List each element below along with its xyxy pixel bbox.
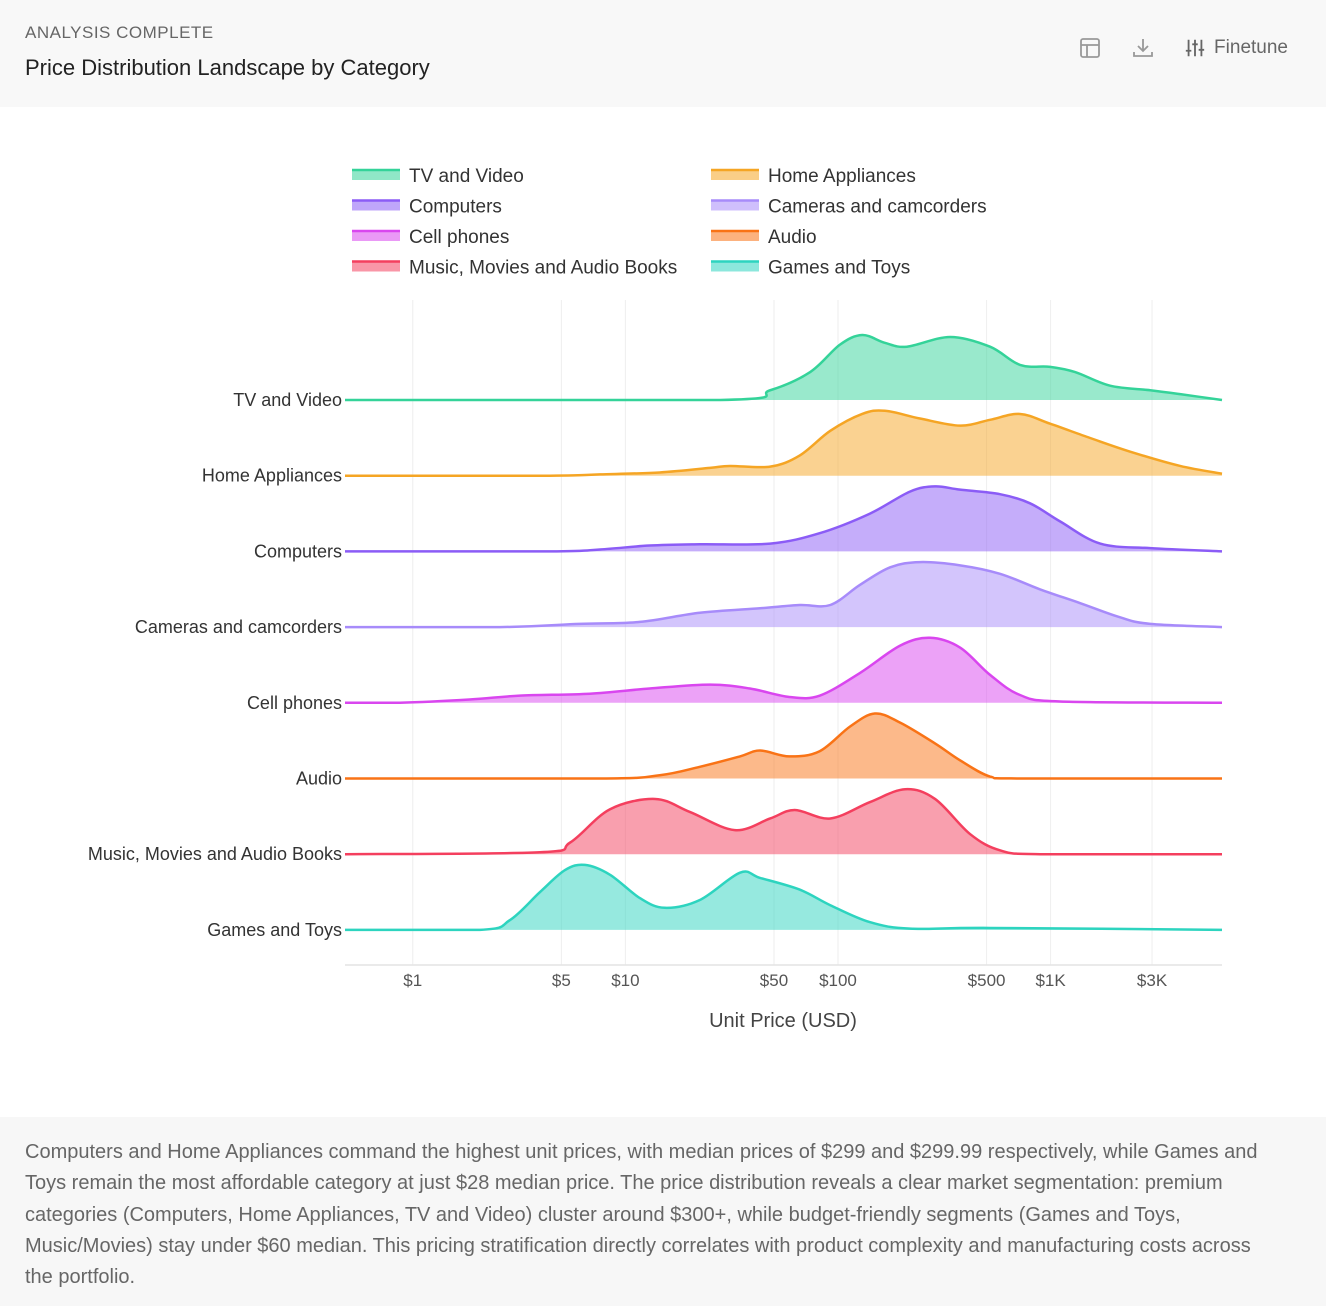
ridge-series: Games and Toys [207,863,1223,940]
ridge-area [345,486,1222,552]
legend-label: Cameras and camcorders [768,197,987,218]
x-tick-label: $1 [403,971,422,990]
ridge-area [345,410,1222,476]
ridge-line [344,333,1223,402]
legend-item: Cameras and camcorders [711,197,987,218]
legend-swatch [352,230,400,241]
ridge-line [345,712,1222,780]
ridgeline-chart: $1 $5 $10 $50 $100 $500 $1K $3K Unit Price (USD)… [88,166,1223,1032]
ridge-line [345,560,1223,629]
y-category-label: Home Appliances [202,466,342,486]
ridge-series: Cell phones [247,636,1223,713]
legend-swatch [711,260,759,272]
x-tick-label: $50 [760,971,788,990]
legend-item: Audio [711,227,817,248]
legend-label: TV and Video [409,166,524,187]
sliders-icon [1185,39,1205,57]
finetune-label: Finetune [1214,37,1288,58]
ridge-line [345,409,1223,477]
ridge-series: Home Appliances [202,409,1223,486]
legend-swatch [711,230,759,241]
download-icon[interactable] [1130,36,1156,60]
ridge-line [344,636,1223,705]
ridge-series: Audio [296,712,1222,789]
legend-label: Audio [768,227,817,248]
ridge-series: Cameras and camcorders [135,560,1223,637]
x-axis-title: Unit Price (USD) [709,1010,857,1032]
ridge-series: TV and Video [233,333,1223,410]
legend-item: Games and Toys [711,258,910,279]
ridge-area [345,334,1222,400]
legend-item: TV and Video [352,166,524,187]
y-category-label: Cameras and camcorders [135,617,342,637]
legend-swatch [711,199,759,211]
y-category-label: Computers [254,541,342,561]
legend-label: Cell phones [409,227,509,248]
ridge-series: Computers [254,485,1223,561]
ridge-area [345,789,1222,855]
legend-swatch [352,169,400,180]
legend-swatch [352,260,400,272]
x-tick-label: $500 [968,971,1006,990]
legend-item: Music, Movies and Audio Books [352,258,677,279]
legend-label: Games and Toys [768,258,910,279]
x-tick-label: $100 [819,971,857,990]
y-category-label: Audio [296,769,342,789]
insight-panel [0,1117,1326,1306]
status-label: ANALYSIS COMPLETE [25,23,214,42]
y-category-label: Cell phones [247,693,342,713]
header: ANALYSIS COMPLETE Price Distribution Lan… [0,0,1326,107]
page-title: Price Distribution Landscape by Category [25,55,430,80]
x-tick-label: $1K [1035,971,1066,990]
x-tick-label: $10 [611,971,639,990]
ridge-area [345,713,1222,779]
ridge-area [345,562,1222,628]
legend-item: Home Appliances [711,166,916,187]
table-icon[interactable] [1078,36,1102,60]
legend-label: Home Appliances [768,166,916,187]
legend-item: Computers [352,197,502,218]
legend-label: Computers [409,197,502,218]
toolbar: Finetune [1078,36,1288,60]
legend-item: Cell phones [352,227,509,248]
legend-label: Music, Movies and Audio Books [409,258,677,279]
ridge-line [345,863,1223,932]
y-category-label: TV and Video [233,390,342,410]
ridge-area [345,864,1222,930]
ridge-line [345,485,1223,553]
y-category-label: Games and Toys [207,920,342,940]
x-tick-label: $3K [1137,971,1168,990]
insight-text: Computers and Home Appliances command th… [25,1141,1258,1289]
legend-swatch [352,199,400,211]
y-category-label: Music, Movies and Audio Books [88,844,342,864]
legend-swatch [711,169,759,180]
finetune-button[interactable]: Finetune [1184,37,1288,59]
ridge-line [344,787,1222,856]
ridge-area [345,637,1222,703]
ridge-series: Music, Movies and Audio Books [88,787,1222,864]
x-tick-label: $5 [552,971,571,990]
